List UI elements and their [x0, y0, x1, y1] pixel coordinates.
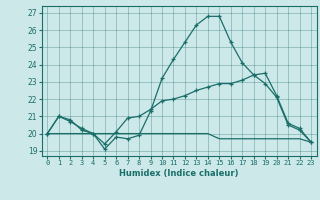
X-axis label: Humidex (Indice chaleur): Humidex (Indice chaleur) [119, 169, 239, 178]
